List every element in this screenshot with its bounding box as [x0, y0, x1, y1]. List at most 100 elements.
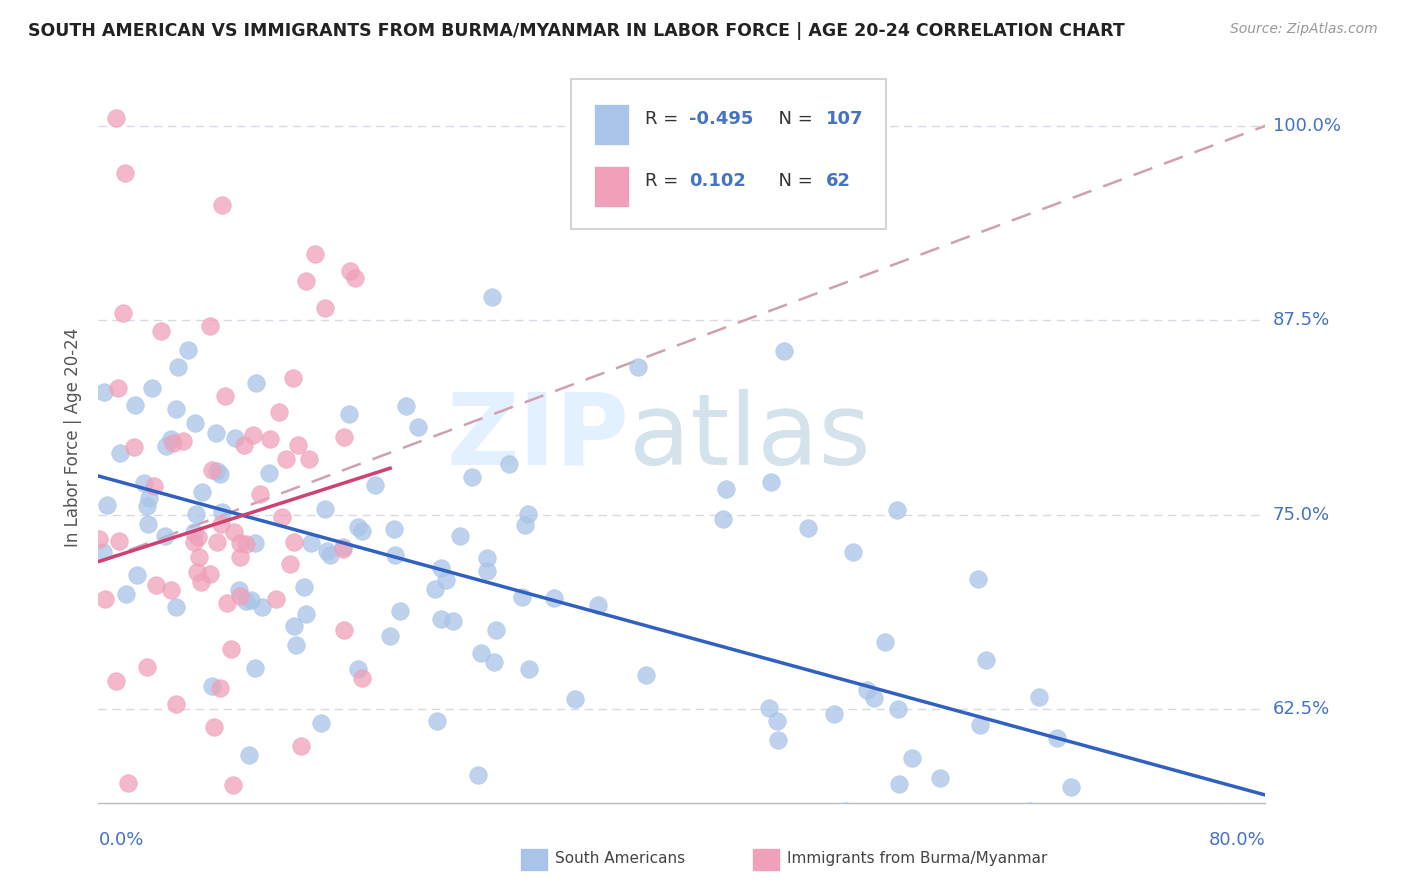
Point [165, 401, 187, 416]
Point [516, 507, 538, 521]
Point [136, 499, 159, 513]
Point [1028, 690, 1050, 704]
Point [332, 540, 354, 554]
Point [243, 661, 266, 675]
Point [107, 381, 129, 395]
Point [252, 599, 274, 614]
Point [304, 247, 326, 261]
Text: 0.102: 0.102 [689, 172, 745, 190]
Point [900, 751, 922, 765]
Point [426, 714, 449, 728]
Point [475, 550, 498, 565]
Point [337, 407, 360, 421]
Point [384, 548, 406, 562]
Point [510, 590, 533, 604]
Point [875, 635, 897, 649]
Point [339, 264, 361, 278]
Point [108, 533, 131, 548]
Point [283, 535, 305, 549]
Point [319, 548, 342, 562]
Point [928, 771, 950, 785]
Point [449, 529, 471, 543]
Point [886, 503, 908, 517]
Point [264, 592, 287, 607]
Text: South Americans: South Americans [555, 852, 686, 866]
Point [214, 389, 236, 403]
Point [711, 512, 734, 526]
Point [200, 318, 222, 333]
Point [966, 572, 988, 586]
Point [470, 647, 492, 661]
Text: Immigrants from Burma/Myanmar: Immigrants from Burma/Myanmar [787, 852, 1047, 866]
Text: R =: R = [644, 110, 683, 128]
Text: atlas: atlas [630, 389, 872, 485]
Point [841, 545, 863, 559]
Point [162, 436, 184, 450]
Point [219, 641, 242, 656]
Point [758, 701, 780, 715]
Point [96, 498, 118, 512]
Point [205, 535, 228, 549]
Point [232, 438, 254, 452]
Point [797, 521, 820, 535]
Point [309, 715, 332, 730]
Point [245, 535, 267, 549]
Point [299, 536, 322, 550]
Point [238, 748, 260, 763]
Text: SOUTH AMERICAN VS IMMIGRANTS FROM BURMA/MYANMAR IN LABOR FORCE | AGE 20-24 CORRE: SOUTH AMERICAN VS IMMIGRANTS FROM BURMA/… [28, 22, 1125, 40]
Point [211, 198, 233, 212]
Point [110, 446, 132, 460]
Point [165, 697, 187, 711]
Point [278, 558, 301, 572]
Point [270, 509, 292, 524]
Point [198, 566, 221, 581]
Point [766, 733, 789, 747]
Point [91, 545, 114, 559]
Point [242, 428, 264, 442]
Point [94, 592, 117, 607]
Point [314, 502, 336, 516]
Point [314, 301, 336, 315]
Point [191, 484, 214, 499]
Point [186, 565, 208, 579]
Point [201, 680, 224, 694]
Point [823, 706, 845, 721]
Point [160, 432, 183, 446]
Point [190, 575, 212, 590]
Text: R =: R = [644, 172, 683, 190]
Point [141, 381, 163, 395]
Point [142, 478, 165, 492]
Point [364, 477, 387, 491]
Text: Source: ZipAtlas.com: Source: ZipAtlas.com [1230, 22, 1378, 37]
Text: 107: 107 [825, 110, 863, 128]
Point [167, 360, 190, 375]
Point [245, 376, 267, 390]
FancyBboxPatch shape [571, 78, 886, 228]
Text: 62: 62 [825, 172, 851, 190]
Point [887, 776, 910, 790]
Point [222, 524, 245, 539]
Text: N =: N = [768, 110, 818, 128]
Point [228, 582, 250, 597]
FancyBboxPatch shape [595, 167, 630, 207]
Text: 100.0%: 100.0% [1272, 117, 1341, 135]
Point [430, 612, 453, 626]
Point [290, 739, 312, 753]
FancyBboxPatch shape [595, 104, 630, 145]
Point [481, 290, 503, 304]
Point [498, 457, 520, 471]
Point [434, 573, 457, 587]
Point [627, 359, 650, 374]
Point [132, 476, 155, 491]
Point [145, 578, 167, 592]
Point [235, 537, 257, 551]
Point [298, 451, 321, 466]
Point [485, 624, 508, 638]
Point [208, 467, 231, 482]
Point [380, 629, 402, 643]
Point [124, 398, 146, 412]
Point [969, 718, 991, 732]
Point [636, 668, 658, 682]
Point [136, 660, 159, 674]
Point [759, 475, 782, 490]
